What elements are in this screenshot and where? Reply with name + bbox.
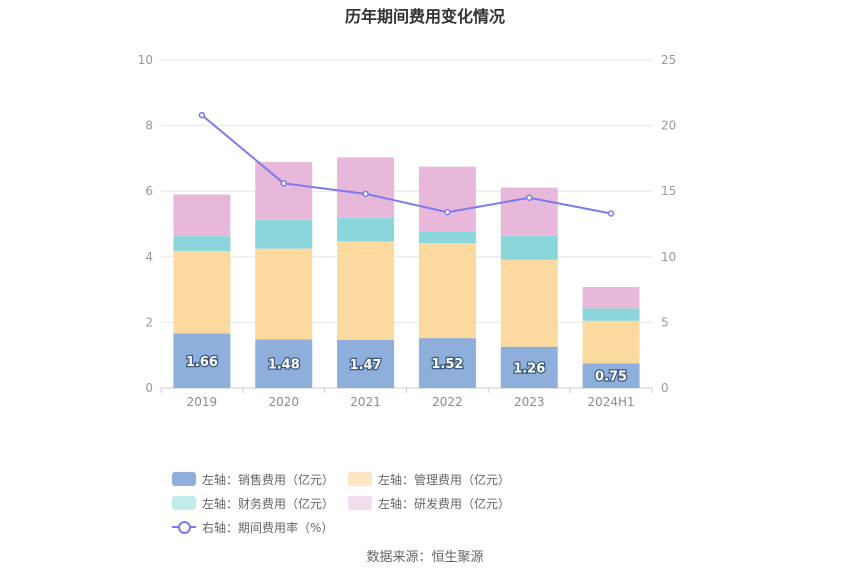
legend-swatch-finance — [172, 496, 196, 510]
legend-item-rnd[interactable]: 左轴：研发费用（亿元） — [348, 494, 510, 512]
expense-ratio-point — [607, 210, 615, 217]
bar-segment — [500, 259, 558, 347]
legend-item-finance[interactable]: 左轴：财务费用（亿元） — [172, 494, 334, 512]
expense-ratio-point — [280, 180, 287, 187]
expense-ratio-line — [201, 114, 612, 215]
bar-segment — [418, 338, 476, 388]
legend-item-expense-ratio[interactable]: 右轴：期间费用率（%） — [172, 518, 333, 536]
bar-data-label: 1.47 — [350, 358, 382, 373]
left-axis-tick-label: 2 — [145, 315, 153, 329]
legend: 左轴：销售费用（亿元） 左轴：管理费用（亿元） 左轴：财务费用（亿元） 左轴：研… — [172, 470, 692, 536]
bar-segment — [255, 248, 313, 340]
left-axis-tick-label: 4 — [145, 250, 153, 264]
bar-segment — [582, 320, 640, 364]
bar-segment — [418, 166, 476, 232]
bar-segment — [173, 333, 231, 388]
legend-swatch-rnd — [348, 496, 373, 510]
bar-segment — [337, 241, 395, 340]
x-axis-tick-label: 2023 — [514, 395, 545, 409]
bar-data-label: 0.75 — [595, 370, 627, 385]
x-axis-tick-label: 2024H1 — [587, 395, 634, 409]
right-axis-tick-label: 25 — [661, 53, 676, 67]
bar-segment — [500, 235, 558, 260]
bar-data-label: 1.66 — [186, 355, 218, 370]
legend-label-expense-ratio: 右轴：期间费用率（%） — [202, 520, 334, 535]
bar-segment — [418, 243, 476, 339]
expense-ratio-point — [526, 194, 533, 202]
left-axis-tick-label: 10 — [138, 53, 153, 67]
bar-segment — [255, 162, 313, 220]
expense-ratio-point — [444, 208, 451, 216]
bar-segment — [255, 219, 313, 249]
right-axis-tick-label: 10 — [661, 250, 676, 264]
bar-segment — [582, 308, 640, 321]
bar-data-label: 1.52 — [431, 357, 463, 372]
legend-label-rnd: 左轴：研发费用（亿元） — [378, 496, 511, 511]
data-source: 数据来源：恒生聚源 — [366, 550, 484, 565]
bar-segment — [582, 363, 640, 388]
legend-item-sales[interactable]: 左轴：销售费用（亿元） — [172, 470, 334, 488]
x-axis-tick-label: 2020 — [268, 395, 299, 409]
right-axis-tick-label: 15 — [661, 184, 676, 198]
left-axis-tick-label: 8 — [145, 119, 153, 133]
bar-segment — [173, 236, 231, 251]
bar-segment — [173, 194, 231, 237]
bar-data-label: 1.48 — [268, 358, 300, 373]
legend-swatch-sales — [172, 472, 196, 486]
legend-swatch-admin — [348, 472, 373, 486]
right-axis-tick-label: 20 — [661, 119, 676, 133]
bar-segment — [500, 346, 558, 388]
bar-segment — [255, 339, 313, 388]
chart-area: 0 2 4 6 8 10 0 5 10 15 20 25 2019 2020 2021 2022 2023 202… — [138, 53, 677, 409]
legend-line-marker-icon — [172, 520, 196, 534]
legend-item-admin[interactable]: 左轴：管理费用（亿元） — [348, 470, 510, 488]
right-axis-tick-label: 0 — [661, 381, 669, 395]
legend-label-finance: 左轴：财务费用（亿元） — [202, 496, 335, 511]
x-axis-tick-label: 2019 — [187, 395, 218, 409]
chart-title: 历年期间费用变化情况 — [344, 7, 505, 26]
bar-segment — [582, 286, 640, 309]
x-axis-tick-label: 2022 — [432, 395, 463, 409]
bar-segment — [418, 231, 476, 244]
expense-ratio-point — [362, 190, 369, 198]
right-axis-tick-label: 5 — [661, 315, 669, 329]
legend-label-admin: 左轴：管理费用（亿元） — [378, 472, 511, 487]
bar-segment — [337, 339, 395, 388]
bar-segment — [337, 157, 395, 218]
expense-ratio-point — [198, 111, 206, 119]
bar-data-label: 1.26 — [513, 361, 545, 376]
left-axis-tick-label: 6 — [145, 184, 153, 198]
bar-segment — [337, 217, 395, 242]
legend-label-sales: 左轴：销售费用（亿元） — [202, 472, 335, 487]
bar-segment — [173, 250, 231, 334]
x-axis-tick-label: 2021 — [350, 395, 381, 409]
left-axis-tick-label: 0 — [145, 381, 153, 395]
